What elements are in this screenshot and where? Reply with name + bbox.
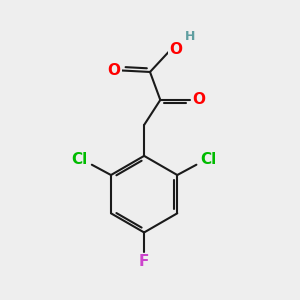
Text: O: O (107, 63, 120, 78)
Text: O: O (169, 41, 182, 56)
Text: O: O (193, 92, 206, 107)
Text: H: H (185, 30, 196, 43)
Text: Cl: Cl (71, 152, 88, 167)
Text: Cl: Cl (201, 152, 217, 167)
Text: F: F (139, 254, 149, 269)
